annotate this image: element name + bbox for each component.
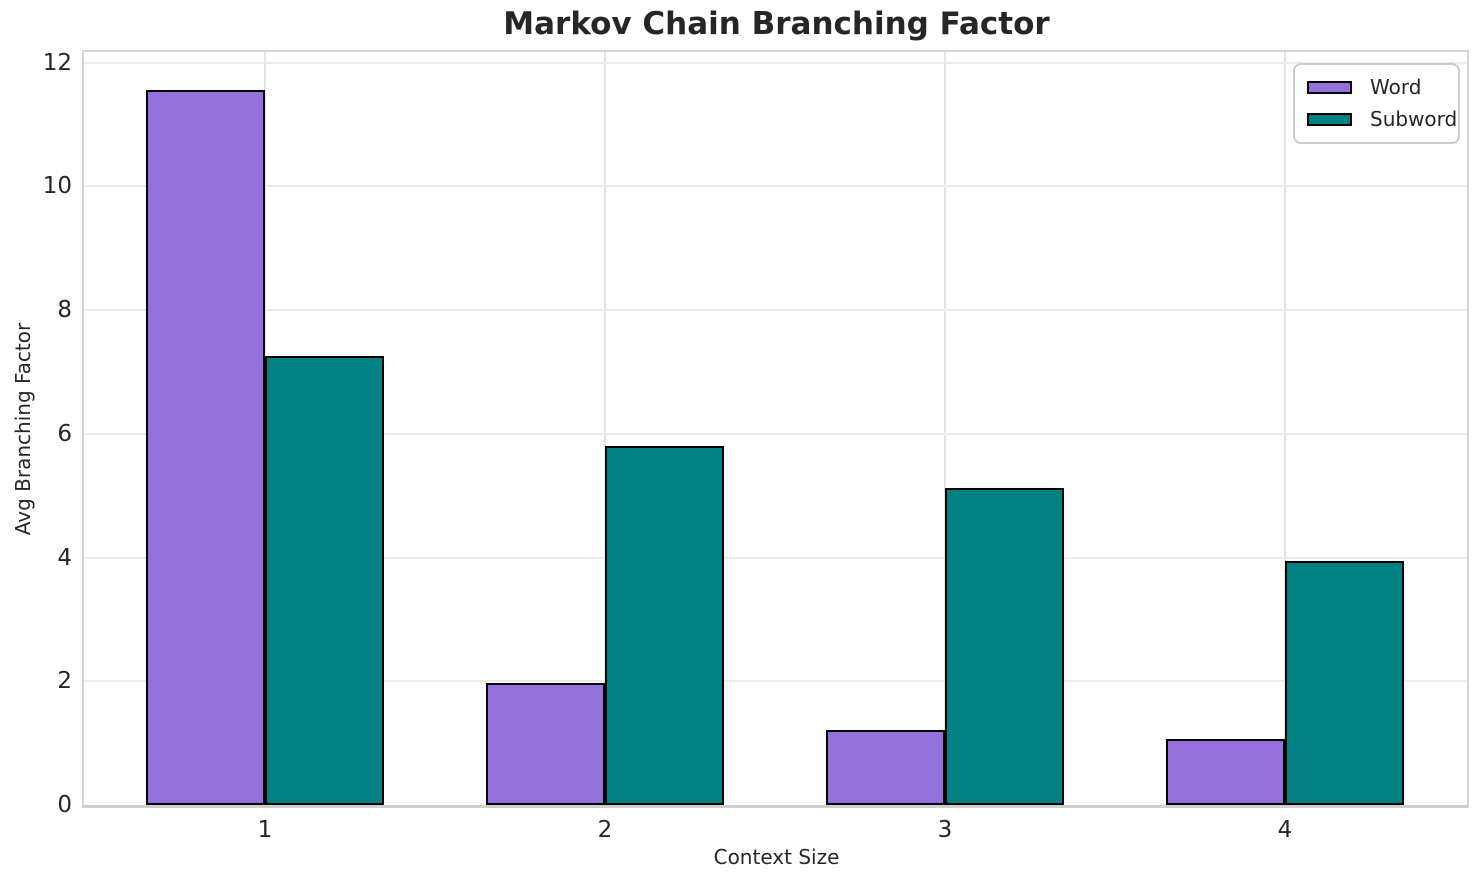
y-gridline bbox=[84, 556, 1469, 559]
x-tick-label: 2 bbox=[597, 817, 613, 843]
legend-label-word: Word bbox=[1370, 75, 1422, 99]
y-tick-label: 2 bbox=[57, 668, 72, 695]
plot-area: Word Subword bbox=[84, 52, 1469, 805]
bar-word-4 bbox=[1166, 739, 1285, 805]
y-tick-label: 0 bbox=[57, 792, 72, 818]
y-gridline bbox=[84, 61, 1469, 64]
bar-subword-3 bbox=[945, 487, 1064, 805]
x-gridline bbox=[1284, 52, 1286, 805]
x-gridline bbox=[944, 52, 946, 805]
legend: Word Subword bbox=[1293, 63, 1460, 144]
bar-subword-4 bbox=[1285, 560, 1404, 805]
y-tick-label: 10 bbox=[42, 173, 72, 200]
legend-swatch-word bbox=[1307, 81, 1352, 94]
axis-spine-top bbox=[82, 50, 1469, 52]
x-gridline bbox=[604, 52, 606, 805]
legend-item-word: Word bbox=[1307, 76, 1446, 99]
legend-item-subword: Subword bbox=[1307, 108, 1457, 131]
y-gridline bbox=[84, 185, 1469, 188]
y-tick-label: 6 bbox=[57, 420, 72, 447]
y-gridline bbox=[84, 309, 1469, 312]
x-axis-label: Context Size bbox=[713, 845, 840, 869]
axis-spine-bottom bbox=[82, 805, 1469, 808]
axis-spine-left bbox=[82, 52, 84, 805]
bar-subword-2 bbox=[605, 446, 724, 805]
bar-subword-1 bbox=[265, 356, 384, 805]
x-tick-label: 1 bbox=[257, 817, 273, 843]
bar-word-2 bbox=[486, 682, 605, 805]
x-tick-label: 3 bbox=[937, 817, 953, 843]
y-gridline bbox=[84, 680, 1469, 683]
axis-spine-right bbox=[1467, 52, 1469, 805]
y-tick-label: 4 bbox=[57, 544, 72, 571]
y-tick-label: 12 bbox=[42, 49, 72, 76]
y-gridline bbox=[84, 432, 1469, 435]
legend-label-subword: Subword bbox=[1370, 107, 1458, 131]
bar-word-1 bbox=[146, 90, 265, 805]
legend-swatch-subword bbox=[1307, 113, 1352, 126]
y-tick-label: 8 bbox=[57, 297, 72, 323]
x-tick-label: 4 bbox=[1277, 817, 1293, 843]
bar-word-3 bbox=[826, 729, 945, 805]
chart-title: Markov Chain Branching Factor bbox=[503, 6, 1050, 42]
